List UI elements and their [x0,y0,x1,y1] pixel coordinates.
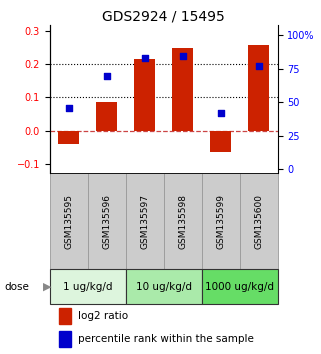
Text: 1 ug/kg/d: 1 ug/kg/d [63,282,112,292]
Bar [164,173,202,269]
Point [104,74,109,79]
Text: log2 ratio: log2 ratio [78,311,128,321]
Bar [59,331,71,347]
Bar [134,59,155,131]
Text: GSM135597: GSM135597 [140,194,149,249]
Bar [126,269,202,304]
Text: GSM135600: GSM135600 [254,194,263,249]
Bar [59,308,71,324]
Point [256,63,261,69]
Text: dose: dose [5,282,30,292]
Point [180,54,185,59]
Bar [210,131,231,152]
Bar [96,102,117,131]
Bar [50,269,126,304]
Text: percentile rank within the sample: percentile rank within the sample [78,334,254,344]
Text: 10 ug/kg/d: 10 ug/kg/d [136,282,192,292]
Title: GDS2924 / 15495: GDS2924 / 15495 [102,10,225,24]
Point [142,55,147,61]
Bar [50,173,88,269]
Text: GSM135596: GSM135596 [102,194,111,249]
Bar [88,173,126,269]
Bar [240,173,278,269]
Bar [248,45,269,131]
Bar [126,173,164,269]
Text: 1000 ug/kg/d: 1000 ug/kg/d [205,282,274,292]
Text: GSM135598: GSM135598 [178,194,187,249]
Text: GSM135599: GSM135599 [216,194,225,249]
Bar [202,173,240,269]
Point [218,110,223,116]
Bar [202,269,278,304]
Point [66,105,71,111]
Bar [58,131,79,144]
Text: GSM135595: GSM135595 [64,194,73,249]
Bar [172,48,193,131]
Text: ▶: ▶ [43,282,52,292]
